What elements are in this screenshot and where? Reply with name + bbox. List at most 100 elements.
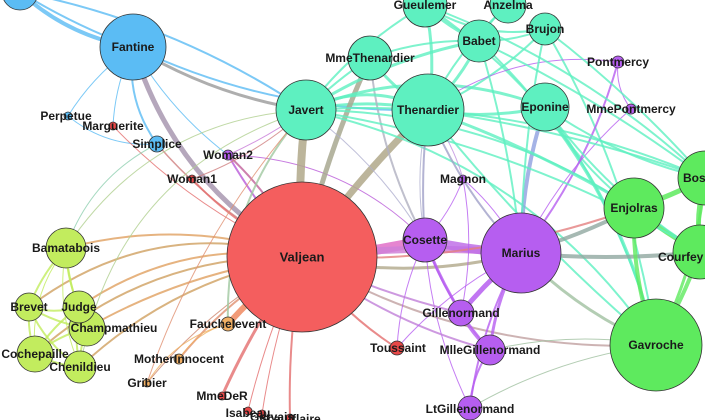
label-ltgillenormand: LtGillenormand	[426, 402, 515, 416]
label-brujon: Brujon	[526, 22, 565, 36]
label-perpetue: Perpetue	[40, 109, 92, 123]
label-woman1: Woman1	[167, 172, 217, 186]
edge-gillenormand-magnon	[460, 178, 470, 314]
node-gillenormand[interactable]	[447, 299, 475, 327]
node-mllegillenormand[interactable]	[474, 334, 506, 366]
edge-topleft-javert	[51, 0, 307, 111]
label-magnon: Magnon	[440, 172, 486, 186]
label-babet: Babet	[462, 34, 495, 48]
edge-javert-bossuet	[305, 106, 705, 179]
node-fantine[interactable]	[99, 13, 167, 81]
label-javert: Javert	[288, 103, 323, 117]
node-scaufflaire[interactable]	[285, 413, 295, 420]
label-woman2: Woman2	[203, 148, 253, 162]
node-motherinnocent[interactable]	[173, 353, 185, 365]
edge-babet-bossuet	[478, 40, 705, 179]
node-javert[interactable]	[275, 79, 337, 141]
label-fauchelevent: Fauchelevent	[190, 317, 267, 331]
label-gribier: Gribier	[127, 376, 167, 390]
edge-bamatabois-simplice	[65, 143, 158, 249]
node-marguerite[interactable]	[108, 121, 118, 131]
node-bossuet[interactable]	[677, 150, 705, 206]
label-thenardier: Thenardier	[397, 103, 459, 117]
label-brevet: Brevet	[10, 300, 47, 314]
node-brujon[interactable]	[528, 12, 562, 46]
edge-mmethenardier-cosette	[369, 57, 426, 241]
node-bamatabois[interactable]	[45, 227, 87, 269]
node-mmepontmercy[interactable]	[625, 103, 637, 115]
node-isabeau[interactable]	[243, 406, 253, 416]
label-cosette: Cosette	[403, 233, 447, 247]
node-woman1[interactable]	[187, 174, 197, 184]
node-perpetue[interactable]	[63, 111, 73, 121]
node-valjean[interactable]	[226, 181, 378, 333]
label-gervais: Gervais	[250, 410, 294, 420]
node-enjolras[interactable]	[603, 177, 665, 239]
label-gillenormand: Gillenormand	[422, 306, 499, 320]
edge-gueulemer-bossuet	[424, 4, 705, 179]
node-gribier[interactable]	[142, 378, 152, 388]
node-eponine[interactable]	[520, 82, 570, 132]
node-courfeyrac[interactable]	[672, 224, 705, 280]
node-brevet[interactable]	[14, 292, 44, 322]
label-mmeder: MmeDeR	[196, 389, 248, 403]
label-pontmercy: Pontmercy	[587, 55, 649, 69]
label-mllegillenormand: MlleGillenormand	[440, 343, 541, 357]
label-mmepontmercy: MmePontmercy	[586, 102, 676, 116]
node-marius[interactable]	[480, 212, 562, 294]
node-mmeder[interactable]	[217, 391, 227, 401]
label-gavroche: Gavroche	[628, 338, 684, 352]
label-chenildieu: Chenildieu	[49, 360, 110, 374]
node-simplice[interactable]	[148, 135, 166, 153]
label-valjean: Valjean	[280, 249, 325, 264]
label-judge: Judge	[61, 300, 97, 314]
label-eponine: Eponine	[521, 100, 569, 114]
node-magnon[interactable]	[458, 174, 468, 184]
label-enjolras: Enjolras	[610, 201, 658, 215]
label-fantine: Fantine	[112, 40, 155, 54]
edge-woman2-cosette	[227, 154, 426, 241]
label-bamatabois: Bamatabois	[32, 241, 100, 255]
label-bossuet: Bos	[683, 171, 705, 185]
node-gavroche[interactable]	[609, 298, 703, 392]
node-woman2[interactable]	[222, 149, 234, 161]
node-thenardier[interactable]	[391, 73, 465, 147]
edge-javert-bamatabois	[65, 109, 307, 249]
node-gueulemer[interactable]	[402, 0, 448, 28]
node-ltgillenormand[interactable]	[457, 395, 483, 420]
label-courfeyrac: Courfey	[658, 250, 704, 264]
node-pontmercy[interactable]	[611, 55, 625, 69]
label-toussaint: Toussaint	[370, 341, 426, 355]
label-scaufflaire: Scaufflaire	[259, 412, 321, 420]
label-champmathieu: Champmathieu	[71, 321, 158, 335]
node-gervais[interactable]	[257, 409, 267, 419]
label-marius: Marius	[502, 246, 541, 260]
node-toussaint[interactable]	[389, 340, 405, 356]
label-mmethenardier: MmeThenardier	[325, 51, 415, 65]
label-anzelma: Anzelma	[483, 0, 533, 12]
node-cosette[interactable]	[402, 217, 448, 263]
label-marguerite: Marguerite	[82, 119, 144, 133]
node-babet[interactable]	[457, 19, 501, 63]
node-topleft[interactable]	[2, 0, 38, 11]
node-chenildieu[interactable]	[63, 350, 97, 384]
label-cochepaille: Cochepaille	[1, 347, 69, 361]
edge-simplice-perpetue	[67, 115, 158, 145]
node-judge[interactable]	[62, 290, 96, 324]
label-gueulemer: Gueulemer	[394, 0, 457, 12]
label-isabeau: Isabeau	[226, 406, 271, 420]
label-motherinnocent: MotherInnocent	[134, 352, 224, 366]
node-anzelma[interactable]	[489, 0, 527, 24]
edge-fantine-thenardier	[132, 46, 429, 112]
edge-javert-gribier	[146, 109, 307, 384]
node-cochepaille[interactable]	[16, 335, 54, 373]
node-fauchelevent[interactable]	[220, 316, 236, 332]
edge-fauchelevent-gribier	[146, 323, 229, 384]
label-simplice: Simplice	[132, 137, 182, 151]
edge-javert-gavroche	[305, 109, 657, 346]
node-mmethenardier[interactable]	[347, 35, 393, 81]
